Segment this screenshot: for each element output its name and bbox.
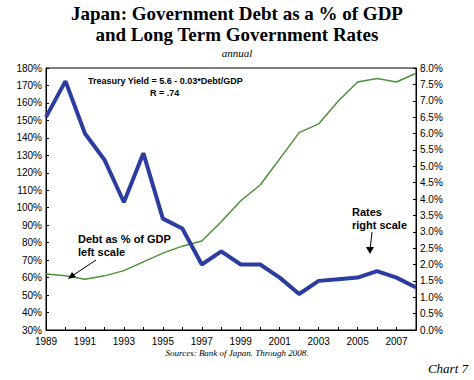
svg-text:left scale: left scale	[78, 246, 125, 258]
svg-text:0.5%: 0.5%	[420, 308, 443, 319]
svg-text:and Long Term Government Rates: and Long Term Government Rates	[95, 24, 378, 45]
svg-text:8.0%: 8.0%	[420, 63, 443, 74]
svg-text:4.5%: 4.5%	[420, 177, 443, 188]
svg-text:3.0%: 3.0%	[420, 226, 443, 237]
svg-text:90%: 90%	[22, 220, 42, 231]
svg-text:5.0%: 5.0%	[420, 161, 443, 172]
svg-text:40%: 40%	[22, 307, 42, 318]
svg-text:Treasury Yield = 5.6 - 0.03*De: Treasury Yield = 5.6 - 0.03*Debt/GDP	[88, 76, 243, 86]
svg-text:7.0%: 7.0%	[420, 95, 443, 106]
svg-text:2001: 2001	[269, 336, 292, 347]
svg-text:2007: 2007	[385, 336, 408, 347]
svg-text:Debt as % of GDP: Debt as % of GDP	[78, 233, 171, 245]
svg-text:30%: 30%	[22, 325, 42, 336]
svg-text:60%: 60%	[22, 272, 42, 283]
svg-text:1.5%: 1.5%	[420, 275, 443, 286]
svg-text:right scale: right scale	[352, 219, 407, 231]
svg-text:7.5%: 7.5%	[420, 79, 443, 90]
svg-text:Japan: Government Debt as a %: Japan: Government Debt as a % of GDP	[71, 3, 403, 24]
svg-text:130%: 130%	[16, 150, 42, 161]
svg-text:2.0%: 2.0%	[420, 259, 443, 270]
svg-text:2003: 2003	[308, 336, 331, 347]
svg-text:0.0%: 0.0%	[420, 325, 443, 336]
svg-text:5.5%: 5.5%	[420, 144, 443, 155]
svg-text:6.5%: 6.5%	[420, 112, 443, 123]
svg-text:170%: 170%	[16, 80, 42, 91]
svg-text:1991: 1991	[74, 336, 97, 347]
svg-text:1995: 1995	[152, 336, 175, 347]
svg-text:Rates: Rates	[352, 206, 382, 218]
svg-text:70%: 70%	[22, 255, 42, 266]
svg-text:2005: 2005	[346, 336, 369, 347]
svg-text:3.5%: 3.5%	[420, 210, 443, 221]
svg-text:1997: 1997	[191, 336, 214, 347]
svg-text:4.0%: 4.0%	[420, 194, 443, 205]
svg-text:2.5%: 2.5%	[420, 243, 443, 254]
svg-text:R = .74: R = .74	[150, 88, 179, 98]
svg-text:180%: 180%	[16, 63, 42, 74]
svg-text:1989: 1989	[35, 336, 58, 347]
svg-text:150%: 150%	[16, 115, 42, 126]
svg-text:annual: annual	[222, 47, 253, 59]
svg-text:140%: 140%	[16, 132, 42, 143]
svg-text:110%: 110%	[17, 185, 42, 196]
svg-text:1999: 1999	[230, 336, 253, 347]
svg-text:80%: 80%	[22, 237, 42, 248]
svg-text:Sources: Bank of Japan. Throug: Sources: Bank of Japan. Through 2008.	[165, 348, 308, 358]
svg-text:Chart 7: Chart 7	[428, 361, 469, 376]
svg-text:1.0%: 1.0%	[420, 292, 443, 303]
svg-text:100%: 100%	[16, 202, 42, 213]
svg-text:120%: 120%	[16, 167, 42, 178]
svg-text:1993: 1993	[113, 336, 136, 347]
svg-text:50%: 50%	[22, 290, 42, 301]
svg-text:160%: 160%	[16, 97, 42, 108]
svg-text:6.0%: 6.0%	[420, 128, 443, 139]
